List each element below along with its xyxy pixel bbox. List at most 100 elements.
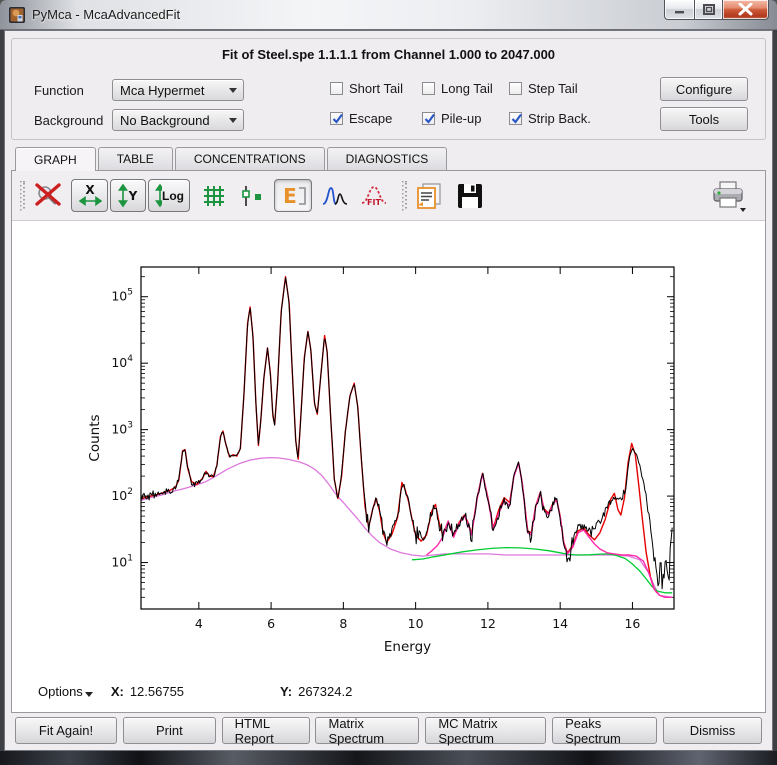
mc-matrix-spectrum-button[interactable]: MC Matrix Spectrum [425, 717, 546, 744]
svg-text:8: 8 [339, 616, 347, 631]
peaks-icon [321, 184, 349, 208]
svg-text:E: E [283, 184, 297, 208]
checkbox-box[interactable] [422, 82, 435, 95]
graph-toolbar: X Y Log [12, 171, 765, 221]
svg-text:104: 104 [111, 354, 133, 370]
tab-concentrations[interactable]: CONCENTRATIONS [175, 147, 325, 170]
checkbox-box[interactable] [509, 82, 522, 95]
y-coordinate-label: Y: [280, 684, 292, 699]
minimize-button[interactable] [664, 0, 694, 20]
svg-text:10: 10 [408, 616, 424, 631]
checkbox-long-tail[interactable]: Long Tail [422, 81, 493, 96]
x-coordinate-label: X: [111, 684, 124, 699]
svg-text:105: 105 [111, 288, 133, 304]
html-report-button[interactable]: HTML Report [222, 717, 310, 744]
fit-title: Fit of Steel.spe 1.1.1.1 from Channel 1.… [12, 47, 765, 62]
cursor-status-row: Options X: 12.56755 Y: 267324.2 [38, 684, 352, 699]
function-label: Function [34, 83, 84, 98]
search-peaks-button[interactable] [320, 184, 350, 208]
options-menu[interactable]: Options [38, 684, 83, 699]
markers-toggle-button[interactable] [236, 184, 266, 208]
function-combobox[interactable]: Mca Hypermet [112, 79, 244, 101]
tab-diagnostics[interactable]: DIAGNOSTICS [327, 147, 448, 170]
zoom-reset-button[interactable] [31, 183, 67, 209]
titlebar[interactable]: PyMca - McaAdvancedFit [0, 0, 777, 30]
copy-report-button[interactable] [413, 181, 449, 211]
toolbar-grip[interactable] [20, 181, 25, 211]
svg-text:16: 16 [624, 616, 640, 631]
dialog-body: Fit of Steel.spe 1.1.1.1 from Channel 1.… [4, 30, 773, 751]
checkbox-pile-up[interactable]: Pile-up [422, 111, 481, 126]
window-title: PyMca - McaAdvancedFit [32, 7, 180, 22]
background-label: Background [34, 113, 103, 128]
checkbox-box[interactable] [330, 112, 343, 125]
grid-toggle-button[interactable] [200, 184, 228, 208]
checkbox-short-tail[interactable]: Short Tail [330, 81, 403, 96]
peaks-spectrum-button[interactable]: Peaks Spectrum [552, 717, 657, 744]
combobox-arrow-icon [229, 88, 237, 93]
svg-text:101: 101 [111, 554, 133, 570]
x-autoscale-icon: X [77, 182, 102, 209]
tab-graph[interactable]: GRAPH [15, 147, 96, 171]
svg-text:Counts: Counts [87, 414, 103, 461]
log-toggle-button[interactable]: Log [148, 179, 190, 212]
plot-area[interactable]: 4 6 8 10 12 14 16 101 102 103 104 105 Energy Counts O… [12, 221, 765, 712]
caption-buttons [664, 0, 769, 20]
copy-report-icon [415, 181, 447, 211]
printer-icon [710, 180, 748, 212]
energy-toggle-button[interactable]: E [274, 179, 312, 212]
toolbar-grip[interactable] [402, 181, 407, 211]
x-autoscale-button[interactable]: X [71, 179, 108, 212]
fit-header-frame: Fit of Steel.spe 1.1.1.1 from Channel 1.… [11, 38, 766, 140]
zoom-reset-icon [34, 183, 64, 209]
svg-text:103: 103 [111, 421, 133, 437]
checkbox-step-tail[interactable]: Step Tail [509, 81, 578, 96]
configure-button[interactable]: Configure [660, 77, 748, 101]
combobox-arrow-icon [229, 118, 237, 123]
grid-icon [202, 184, 226, 208]
fit-again-button[interactable]: Fit Again! [15, 717, 117, 744]
svg-text:Y: Y [128, 189, 138, 203]
tab-table[interactable]: TABLE [98, 147, 173, 170]
options-dropdown-icon[interactable] [85, 692, 93, 697]
maximize-icon [703, 4, 715, 15]
svg-text:14: 14 [552, 616, 568, 631]
graph-pane: X Y Log [11, 170, 766, 713]
save-icon [456, 182, 484, 210]
matrix-spectrum-button[interactable]: Matrix Spectrum [315, 717, 419, 744]
checkbox-strip-back[interactable]: Strip Back. [509, 111, 591, 126]
tools-button[interactable]: Tools [660, 107, 748, 131]
fit-button[interactable]: FIT [358, 183, 390, 209]
dismiss-button[interactable]: Dismiss [663, 717, 762, 744]
print-button[interactable]: Print [123, 717, 216, 744]
svg-text:X: X [85, 183, 95, 197]
svg-text:102: 102 [111, 487, 133, 503]
window-bottom-edge [0, 751, 777, 765]
checkbox-box[interactable] [330, 82, 343, 95]
checkbox-box[interactable] [422, 112, 435, 125]
svg-text:4: 4 [195, 616, 203, 631]
footer-button-row: Fit Again! Print HTML Report Matrix Spec… [15, 717, 762, 744]
svg-text:6: 6 [267, 616, 275, 631]
maximize-button[interactable] [694, 0, 723, 20]
background-combobox[interactable]: No Background [112, 109, 244, 131]
background-value: No Background [120, 113, 210, 128]
minimize-icon [674, 5, 686, 15]
close-button[interactable] [723, 0, 769, 20]
y-autoscale-button[interactable]: Y [110, 179, 146, 212]
svg-text:FIT: FIT [367, 198, 381, 207]
svg-text:Energy: Energy [384, 639, 431, 655]
close-icon [738, 3, 753, 16]
tab-bar: GRAPH TABLE CONCENTRATIONS DIAGNOSTICS [15, 147, 449, 171]
checkbox-escape[interactable]: Escape [330, 111, 392, 126]
svg-text:12: 12 [480, 616, 496, 631]
function-value: Mca Hypermet [120, 83, 205, 98]
spectrum-chart[interactable]: 4 6 8 10 12 14 16 101 102 103 104 105 Energy Counts [86, 239, 698, 657]
save-button[interactable] [453, 182, 487, 210]
log-arrow-icon [154, 182, 162, 209]
y-autoscale-icon: Y [116, 182, 140, 209]
app-icon [8, 6, 26, 24]
checkbox-box[interactable] [509, 112, 522, 125]
print-graph-button[interactable] [707, 180, 751, 212]
markers-icon [238, 184, 264, 208]
